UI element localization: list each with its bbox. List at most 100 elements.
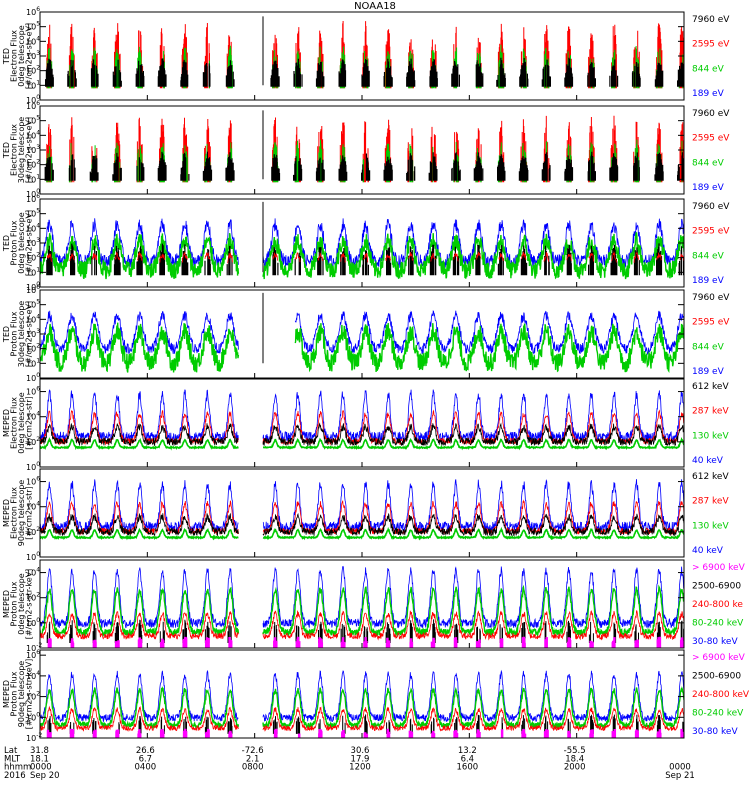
y-tick-label: 102 bbox=[26, 252, 40, 263]
y-tick-label: 103 bbox=[26, 328, 40, 339]
y-axis-label-line: [#/cm2-s-str-keV] bbox=[25, 659, 34, 730]
y-tick-label: 103 bbox=[26, 50, 40, 61]
y-axis-label-line: MEPED bbox=[2, 590, 11, 618]
series-80-240kev bbox=[40, 584, 684, 639]
y-tick-label: 104 bbox=[26, 222, 40, 233]
legend-entry: 189 eV bbox=[692, 367, 725, 377]
legend-entry: 30-80 keV bbox=[692, 637, 738, 647]
y-tick-label: 106 bbox=[26, 476, 40, 487]
series-189ev bbox=[40, 309, 684, 356]
y-tick-label: 102 bbox=[26, 691, 40, 702]
series-130kev bbox=[40, 436, 684, 451]
y-tick-label: 102 bbox=[26, 343, 40, 354]
series-130kev bbox=[40, 526, 684, 541]
y-tick-label: 101 bbox=[26, 79, 40, 90]
series-189ev bbox=[40, 218, 684, 269]
legend-entry: 844 eV bbox=[692, 251, 725, 261]
y-axis-label-line: [#/cm2-s-str] bbox=[25, 396, 34, 449]
legend-entry: 2595 eV bbox=[692, 318, 730, 328]
legend-entry: > 6900 keV bbox=[692, 563, 746, 573]
legend-entry: 40 keV bbox=[692, 456, 724, 466]
series-240-800kev bbox=[40, 610, 684, 641]
y-axis-label-line: Proton Flux bbox=[10, 581, 19, 626]
x-tick-label: 1600 bbox=[457, 763, 479, 773]
y-tick-label: 102 bbox=[26, 592, 40, 603]
x-tick-label: 17.9 bbox=[351, 754, 370, 764]
y-axis-label-line: Proton Flux bbox=[10, 220, 19, 265]
y-tick-label: 106 bbox=[26, 649, 40, 660]
legend-entry: 844 eV bbox=[692, 64, 725, 74]
y-axis-label-line: 30deg telescope bbox=[17, 301, 26, 368]
y-tick-label: 104 bbox=[26, 501, 40, 512]
y-tick-label: 100 bbox=[26, 281, 40, 292]
x-tick-label: -55.5 bbox=[564, 746, 586, 756]
legend-entry: 189 eV bbox=[692, 183, 725, 193]
panel-4-frame bbox=[39, 289, 685, 379]
series-30-80kev bbox=[40, 565, 684, 629]
legend-entry: 240-800 keV bbox=[692, 690, 750, 700]
y-tick-label: 102 bbox=[26, 159, 40, 170]
x-tick-label: 18.1 bbox=[30, 754, 49, 764]
x-row-label: hhmm bbox=[4, 763, 31, 773]
y-tick-label: 100 bbox=[26, 461, 40, 472]
x-tick-label: 2.1 bbox=[246, 754, 260, 764]
y-axis-label-line: 0deg telescope bbox=[17, 392, 26, 453]
y-axis-label-line: Electron Flux bbox=[10, 30, 19, 82]
x-tick-label: -72.6 bbox=[242, 746, 264, 756]
y-axis-label-line: MEPED bbox=[2, 499, 11, 527]
legend-entry: 287 keV bbox=[692, 407, 729, 417]
panel-2-data bbox=[44, 110, 684, 183]
legend-entry: 7960 eV bbox=[692, 109, 730, 119]
y-axis-label-line: Electron Flux bbox=[10, 487, 19, 539]
y-tick-label: 104 bbox=[26, 670, 40, 681]
legend-entry: 287 keV bbox=[692, 497, 729, 507]
y-tick-label: 100 bbox=[26, 372, 40, 383]
y-tick-label: 104 bbox=[26, 129, 40, 140]
series-7960ev bbox=[44, 151, 684, 181]
panel-3-data bbox=[40, 201, 684, 280]
legend-entry: 612 keV bbox=[692, 382, 729, 392]
series-2595ev bbox=[46, 250, 684, 264]
y-tick-label: 106 bbox=[26, 100, 40, 111]
series-40kev bbox=[40, 479, 684, 533]
panel-5-data bbox=[40, 389, 684, 451]
legend-entry: > 6900 keV bbox=[692, 653, 746, 663]
y-tick-label: 105 bbox=[26, 208, 40, 219]
series-612kev bbox=[40, 422, 684, 447]
y-tick-label: 103 bbox=[26, 237, 40, 248]
x-tick-label: 31.8 bbox=[30, 746, 49, 756]
y-tick-label: 101 bbox=[26, 357, 40, 368]
x-tick-label: 6.4 bbox=[461, 754, 475, 764]
y-tick-label: 100 bbox=[26, 711, 40, 722]
x-tick-label: Sep 20 bbox=[30, 771, 60, 781]
y-axis-label-line: 0deg telescope bbox=[17, 25, 26, 86]
y-axis-label-line: 90deg telescope bbox=[17, 661, 26, 728]
y-tick-label: 104 bbox=[26, 567, 40, 578]
legend-entry: 130 keV bbox=[692, 521, 729, 531]
y-tick-label: 105 bbox=[26, 115, 40, 126]
legend-entry: 2500-6900 bbox=[692, 672, 741, 682]
legend-entry: 40 keV bbox=[692, 546, 724, 556]
y-tick-label: 100 bbox=[26, 617, 40, 628]
x-tick-label: Sep 21 bbox=[665, 771, 695, 781]
y-axis-label-line: [#/cm2-s-str-eV] bbox=[25, 117, 34, 183]
legend-entry: 240-800 ke bbox=[692, 600, 743, 610]
y-axis-label-line: Electron Flux bbox=[10, 397, 19, 449]
y-tick-label: 105 bbox=[26, 21, 40, 32]
y-axis-label-line: 90deg telescope bbox=[17, 480, 26, 547]
x-tick-label: 0000 bbox=[30, 763, 52, 773]
x-row-label: Lat bbox=[4, 746, 18, 756]
y-tick-label: 102 bbox=[26, 436, 40, 447]
legend-entry: 189 eV bbox=[692, 89, 725, 99]
y-axis-label-line: Proton Flux bbox=[10, 311, 19, 356]
x-tick-label: 18.4 bbox=[565, 754, 584, 764]
y-tick-label: 106 bbox=[26, 386, 40, 397]
series-612kev bbox=[40, 512, 684, 537]
y-axis-label-line: TED bbox=[2, 235, 11, 252]
y-tick-label: 105 bbox=[26, 299, 40, 310]
